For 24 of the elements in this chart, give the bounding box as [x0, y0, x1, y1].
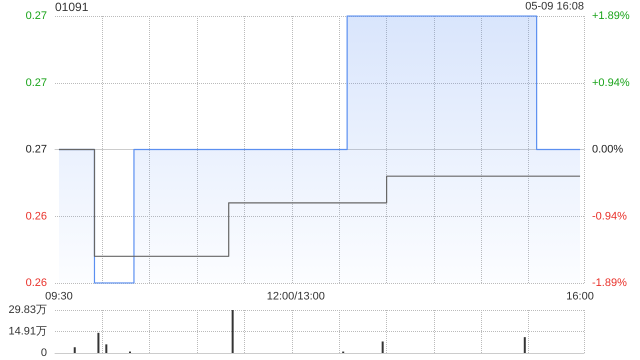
bar: [97, 332, 100, 353]
y-tick-label: 0.26: [26, 210, 47, 222]
y-tick-label: 0.26: [26, 277, 47, 289]
bar: [524, 337, 526, 353]
bar: [382, 341, 384, 353]
x-tick-label: 09:30: [45, 290, 73, 302]
x-tick-label: 16:00: [566, 290, 594, 302]
chart-title: 01091: [55, 0, 89, 14]
text: 05-09 16:08: [525, 0, 584, 12]
y2-tick-label: +0.94%: [592, 76, 630, 89]
y-tick-label: 0.27: [26, 76, 47, 89]
y-tick-label: 0: [40, 347, 47, 359]
y2-tick-label: -1.89%: [592, 277, 628, 289]
y2-tick-label: -0.94%: [592, 210, 628, 222]
bar: [105, 344, 108, 353]
y-tick-label: 0.27: [26, 144, 47, 156]
x-tick-label: 12:00/13:00: [266, 290, 325, 302]
y2-tick-label: 0.00%: [592, 144, 624, 156]
y-tick-label: 14.91万: [8, 326, 47, 338]
y-tick-label: 0.27: [26, 10, 47, 22]
y-tick-label: 29.83万: [8, 304, 47, 316]
y2-tick-label: +1.89%: [592, 10, 630, 22]
bar: [232, 310, 234, 353]
bar: [74, 347, 76, 353]
